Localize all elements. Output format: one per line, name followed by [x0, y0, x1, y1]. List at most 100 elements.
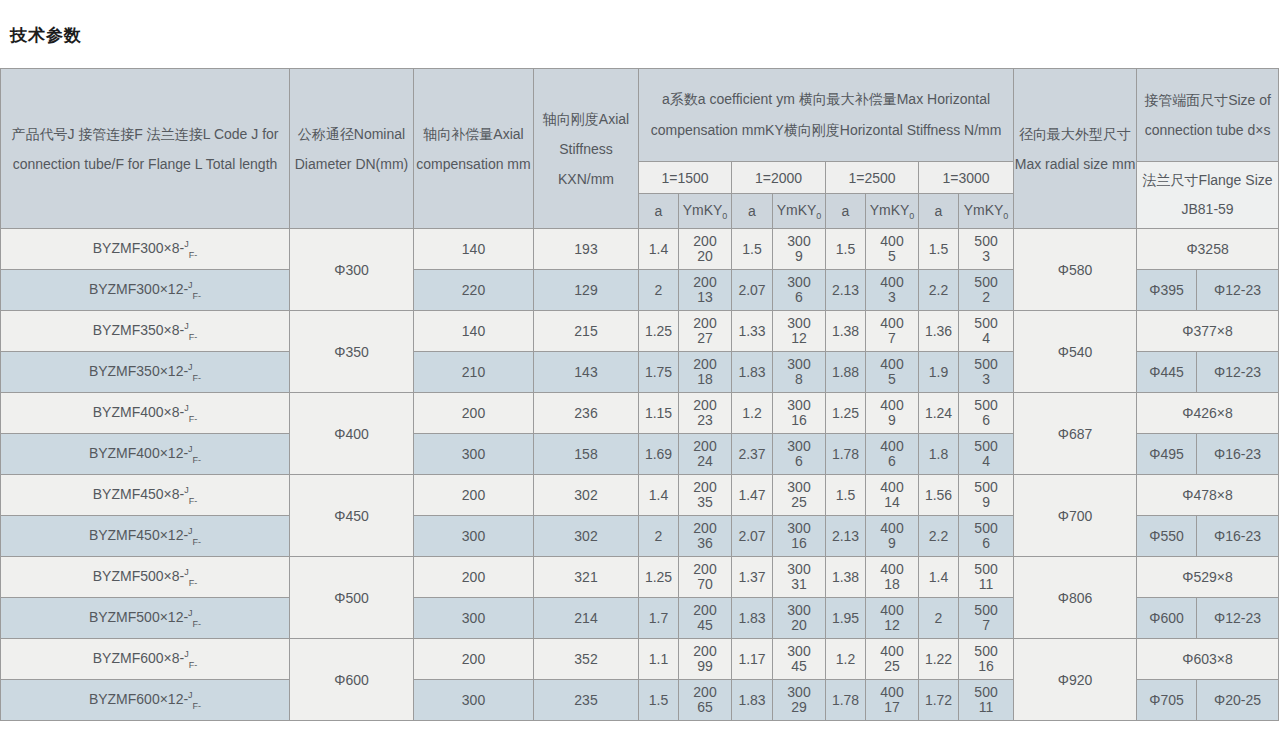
product-code-cell: BYZMF400×12-JF- [1, 434, 290, 475]
ym-ky0-cell: 50011 [959, 680, 1014, 721]
a-coefficient-cell: 1.78 [826, 680, 866, 721]
a-coefficient-cell: 1.95 [826, 598, 866, 639]
ym-ky0-cell: 3008 [773, 352, 826, 393]
header-row-main: 产品代号J 接管连接F 法兰连接L Code J for connection … [1, 69, 1279, 162]
header-length-1500: 1=1500 [639, 162, 732, 194]
a-coefficient-cell: 2.13 [826, 516, 866, 557]
axial-compensation-cell: 200 [414, 639, 534, 680]
axial-stiffness-cell: 129 [534, 270, 639, 311]
table-row: BYZMF450×8-JF-Φ4502003021.4200351.473002… [1, 475, 1279, 516]
a-coefficient-cell: 1.5 [826, 475, 866, 516]
max-radial-size-cell: Φ540 [1014, 311, 1137, 393]
product-code-cell: BYZMF300×12-JF- [1, 270, 290, 311]
header-a-1: a [639, 194, 679, 229]
flange-holes-cell: Φ12-23 [1197, 598, 1279, 639]
axial-compensation-cell: 300 [414, 516, 534, 557]
ym-ky0-cell: 4005 [866, 352, 919, 393]
axial-compensation-cell: 140 [414, 229, 534, 270]
tech-params-table: 产品代号J 接管连接F 法兰连接L Code J for connection … [0, 68, 1279, 721]
nominal-diameter-cell: Φ400 [290, 393, 414, 475]
ym-ky0-cell: 5003 [959, 352, 1014, 393]
a-coefficient-cell: 1.88 [826, 352, 866, 393]
ym-ky0-cell: 3006 [773, 434, 826, 475]
header-axial-stiffness: 轴向刚度Axial Stiffness KXN/mm [534, 69, 639, 229]
a-coefficient-cell: 1.7 [639, 598, 679, 639]
product-code-cell: BYZMF300×8-JF- [1, 229, 290, 270]
a-coefficient-cell: 1.72 [919, 680, 959, 721]
connection-tube-size-cell: Φ377×8 [1137, 311, 1279, 352]
ym-ky0-cell: 30012 [773, 311, 826, 352]
header-nominal-diameter: 公称通径Nominal Diameter DN(mm) [290, 69, 414, 229]
a-coefficient-cell: 1.1 [639, 639, 679, 680]
flange-diameter-cell: Φ445 [1137, 352, 1197, 393]
header-ymky-4: YmKY0 [959, 194, 1014, 229]
ym-ky0-cell: 5007 [959, 598, 1014, 639]
table-header: 产品代号J 接管连接F 法兰连接L Code J for connection … [1, 69, 1279, 229]
page-title: 技术参数 [0, 0, 1280, 47]
a-coefficient-cell: 1.69 [639, 434, 679, 475]
header-axial-compensation: 轴向补偿量Axial compensation mm [414, 69, 534, 229]
header-ymky-1: YmKY0 [679, 194, 732, 229]
ym-ky0-cell: 5006 [959, 516, 1014, 557]
axial-stiffness-cell: 215 [534, 311, 639, 352]
flange-diameter-cell: Φ550 [1137, 516, 1197, 557]
header-length-3000: 1=3000 [919, 162, 1014, 194]
a-coefficient-cell: 1.75 [639, 352, 679, 393]
header-a-3: a [826, 194, 866, 229]
ym-ky0-cell: 30016 [773, 516, 826, 557]
connection-tube-size-cell: Φ426×8 [1137, 393, 1279, 434]
nominal-diameter-cell: Φ600 [290, 639, 414, 721]
a-coefficient-cell: 1.4 [639, 229, 679, 270]
table-row: BYZMF300×8-JF-Φ3001401931.4200201.530091… [1, 229, 1279, 270]
axial-compensation-cell: 300 [414, 434, 534, 475]
ym-ky0-cell: 5004 [959, 434, 1014, 475]
flange-diameter-cell: Φ395 [1137, 270, 1197, 311]
ym-ky0-cell: 40012 [866, 598, 919, 639]
header-ymky-3: YmKY0 [866, 194, 919, 229]
product-code-cell: BYZMF350×12-JF- [1, 352, 290, 393]
ym-ky0-cell: 4005 [866, 229, 919, 270]
ym-ky0-cell: 40025 [866, 639, 919, 680]
flange-diameter-cell: Φ600 [1137, 598, 1197, 639]
header-flange-size: 法兰尺寸Flange Size JB81-59 [1137, 162, 1279, 229]
a-coefficient-cell: 1.15 [639, 393, 679, 434]
a-coefficient-cell: 2.07 [732, 516, 773, 557]
a-coefficient-cell: 1.56 [919, 475, 959, 516]
a-coefficient-cell: 2.13 [826, 270, 866, 311]
header-horizontal-group: a系数a coefficient ym 横向最大补偿量Max Horizonta… [639, 69, 1014, 162]
a-coefficient-cell: 1.9 [919, 352, 959, 393]
a-coefficient-cell: 1.25 [639, 311, 679, 352]
header-length-2000: 1=2000 [732, 162, 826, 194]
axial-compensation-cell: 140 [414, 311, 534, 352]
nominal-diameter-cell: Φ300 [290, 229, 414, 311]
a-coefficient-cell: 1.83 [732, 598, 773, 639]
nominal-diameter-cell: Φ450 [290, 475, 414, 557]
a-coefficient-cell: 1.5 [639, 680, 679, 721]
ym-ky0-cell: 5006 [959, 393, 1014, 434]
a-coefficient-cell: 1.5 [919, 229, 959, 270]
axial-stiffness-cell: 158 [534, 434, 639, 475]
product-code-cell: BYZMF600×8-JF- [1, 639, 290, 680]
product-code-cell: BYZMF600×12-JF- [1, 680, 290, 721]
a-coefficient-cell: 2.2 [919, 270, 959, 311]
a-coefficient-cell: 1.5 [826, 229, 866, 270]
ym-ky0-cell: 3006 [773, 270, 826, 311]
max-radial-size-cell: Φ700 [1014, 475, 1137, 557]
header-connection-tube-size: 接管端面尺寸Size of connection tube d×s [1137, 69, 1279, 162]
product-code-cell: BYZMF500×12-JF- [1, 598, 290, 639]
axial-compensation-cell: 200 [414, 475, 534, 516]
a-coefficient-cell: 1.2 [732, 393, 773, 434]
axial-stiffness-cell: 143 [534, 352, 639, 393]
header-length-2500: 1=2500 [826, 162, 919, 194]
a-coefficient-cell: 1.17 [732, 639, 773, 680]
flange-holes-cell: Φ16-23 [1197, 516, 1279, 557]
flange-holes-cell: Φ12-23 [1197, 352, 1279, 393]
ym-ky0-cell: 30029 [773, 680, 826, 721]
connection-tube-size-cell: Φ603×8 [1137, 639, 1279, 680]
ym-ky0-cell: 30025 [773, 475, 826, 516]
axial-compensation-cell: 220 [414, 270, 534, 311]
product-code-cell: BYZMF500×8-JF- [1, 557, 290, 598]
ym-ky0-cell: 20024 [679, 434, 732, 475]
ym-ky0-cell: 30045 [773, 639, 826, 680]
nominal-diameter-cell: Φ350 [290, 311, 414, 393]
